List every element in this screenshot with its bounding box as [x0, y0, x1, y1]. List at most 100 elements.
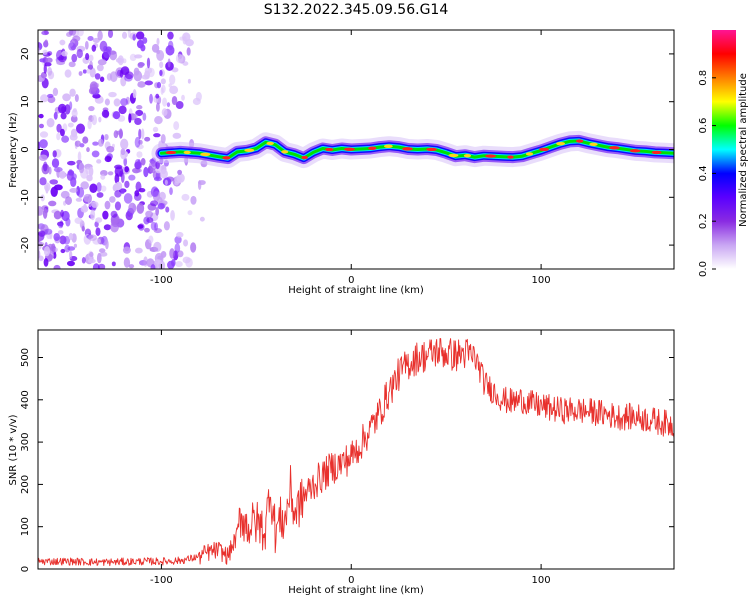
- spectrogram-noise-blob: [53, 232, 61, 242]
- spectrogram-noise-blob: [160, 169, 168, 179]
- ridge-peak: [368, 146, 377, 150]
- spectrogram-noise-blob: [53, 264, 61, 269]
- spectrogram-noise-blob: [119, 69, 124, 78]
- spectrogram-noise-blob: [153, 176, 162, 182]
- ridge-peak: [165, 150, 177, 155]
- spectrogram-noise-blob: [89, 83, 97, 95]
- spectrogram-noise-blob: [147, 67, 155, 78]
- spectrogram-noise-blob: [153, 133, 161, 138]
- snr-y-label: SNR (10 * v/v): [8, 414, 19, 485]
- spectrogram-y-tick-label: 20: [20, 48, 31, 61]
- spectrogram-noise-blob: [145, 210, 153, 218]
- spectrogram-noise-blob: [187, 78, 191, 84]
- spectrogram-noise-blob: [104, 133, 109, 141]
- ridge-peak: [556, 141, 566, 146]
- ridge-peak: [448, 153, 459, 158]
- spectrogram-noise-blob: [48, 200, 57, 207]
- snr-y-tick-label: 200: [20, 475, 31, 494]
- spectrogram-noise-blob: [149, 160, 158, 171]
- spectrogram-noise-blob: [185, 39, 194, 47]
- spectrogram-noise-blob: [176, 173, 185, 183]
- spectrogram-y-label: Frequency (Hz): [8, 112, 19, 188]
- snr-x-tick-label: -100: [150, 575, 173, 586]
- spectrogram-noise-blob: [88, 234, 97, 241]
- spectrogram-noise-blob: [96, 64, 104, 72]
- spectrogram-noise-blob: [106, 145, 115, 153]
- spectrogram-noise-blob: [74, 217, 83, 224]
- ridge-peak: [325, 147, 334, 152]
- spectrogram-noise-blob: [53, 111, 58, 120]
- spectrogram-noise-blob: [88, 166, 94, 177]
- colorbar-tick-label: 0.4: [698, 165, 709, 181]
- spectrogram-noise-blob: [123, 157, 128, 167]
- spectrogram-noise-blob: [169, 248, 175, 259]
- spectrogram-noise-blob: [123, 193, 133, 204]
- spectrogram-noise-blob: [86, 147, 90, 153]
- ridge-peak: [426, 147, 437, 152]
- spectrogram-noise-blob: [94, 73, 101, 80]
- spectrogram-noise-blob: [152, 126, 159, 133]
- spectrogram-noise-blob: [100, 174, 106, 180]
- spectrogram-noise-blob: [52, 87, 59, 97]
- colorbar-label: Normalized spectral amplitude: [738, 73, 749, 227]
- ridge-peak: [507, 155, 514, 159]
- spectrogram-noise-blob: [137, 62, 144, 69]
- spectrogram-noise-blob: [167, 31, 174, 40]
- spectrogram-noise-blob: [181, 94, 185, 101]
- spectrogram-noise-blob: [190, 195, 197, 205]
- spectrogram-noise-blob: [120, 188, 125, 195]
- spectrogram-noise-blob: [146, 57, 151, 69]
- spectrogram-x-tick-label: 100: [532, 275, 551, 286]
- spectrogram-noise-blob: [82, 69, 87, 74]
- spectrogram-noise-blob: [91, 114, 98, 126]
- spectrogram-y-tick-label: -10: [20, 189, 31, 205]
- ridge-peak: [301, 155, 308, 160]
- spectrogram-noise-blob: [41, 30, 50, 36]
- spectrogram-noise-blob: [63, 235, 71, 245]
- spectrogram-noise-blob: [96, 182, 102, 193]
- spectrogram-noise-blob: [110, 221, 119, 233]
- spectrogram-noise-blob: [155, 206, 160, 216]
- spectrogram-noise-blob: [73, 243, 78, 248]
- spectrogram-noise-blob: [47, 51, 53, 56]
- spectrogram-noise-blob: [187, 210, 193, 216]
- spectrogram-noise-blob: [80, 181, 89, 190]
- ridge-peak: [589, 142, 598, 146]
- spectrogram-noise-blob: [100, 185, 107, 192]
- figure-title: S132.2022.345.09.56.G14: [264, 2, 449, 18]
- spectrogram-noise-blob: [107, 30, 114, 38]
- spectrogram-noise-blob: [174, 235, 182, 244]
- spectrogram-noise-blob: [57, 103, 67, 114]
- spectrogram-noise-blob: [156, 37, 160, 46]
- spectrogram-noise-blob: [67, 160, 76, 166]
- spectrogram-noise-blob: [101, 109, 110, 118]
- spectrogram-noise-blob: [96, 192, 104, 198]
- spectrogram-noise-blob: [122, 58, 127, 64]
- spectrogram-noise-blob: [77, 187, 85, 198]
- spectrogram-noise-blob: [190, 242, 197, 253]
- spectrogram-noise-blob: [120, 148, 126, 156]
- spectrogram-noise-blob: [51, 158, 60, 168]
- spectrogram-noise-blob: [169, 85, 179, 95]
- spectrogram-noise-blob: [68, 250, 73, 260]
- spectrogram-noise-blob: [65, 196, 72, 205]
- spectrogram-noise-blob: [71, 53, 78, 63]
- spectrogram-noise-blob: [39, 139, 48, 149]
- spectrogram-noise-blob: [166, 102, 171, 108]
- spectrogram-noise-blob: [118, 105, 127, 115]
- spectrogram-y-ticks: -20 -10 0 10 20: [20, 48, 674, 253]
- spectrogram-noise-blob: [136, 151, 143, 158]
- spectrogram-noise-blob: [51, 243, 56, 254]
- spectrogram-noise-blob: [137, 81, 146, 88]
- snr-x-tick-label: 0: [348, 575, 354, 586]
- spectrogram-noise-blob: [88, 54, 94, 62]
- spectrogram-x-tick-label: -100: [150, 275, 173, 286]
- spectrogram-noise-blob: [78, 71, 83, 76]
- snr-y-tick-label: 400: [20, 390, 31, 409]
- spectrogram-noise-blob: [138, 188, 146, 193]
- spectrogram-noise-blob: [134, 247, 143, 254]
- spectrogram-noise-blob: [104, 200, 111, 210]
- spectrogram-noise-blob: [95, 217, 103, 223]
- spectrogram-noise-blob: [146, 217, 154, 224]
- spectrogram-noise-blob: [161, 108, 168, 116]
